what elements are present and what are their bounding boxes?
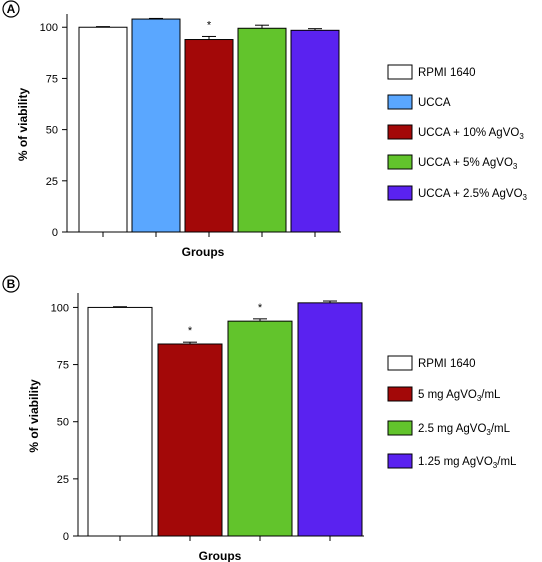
legend-label: 2.5 mg AgVO3/mL (418, 423, 511, 437)
legend-swatch (387, 94, 413, 110)
legend-label: RPMI 1640 (418, 358, 476, 370)
panel-label: A (7, 2, 16, 16)
y-tick-label: 100 (51, 302, 69, 314)
legend-swatch (387, 355, 413, 371)
y-tick-label: 25 (46, 176, 58, 188)
legend-label: 5 mg AgVO3/mL (418, 389, 501, 403)
panel-label-circle (2, 275, 20, 293)
panel-label: B (7, 277, 16, 291)
y-tick-label: 0 (52, 227, 58, 239)
y-tick-label: 50 (46, 125, 58, 137)
legend-swatch (387, 420, 413, 436)
bar (87, 306, 153, 537)
chart-panel-b: B 0 25 50 75 100 % of viability * * Groups RPMI 16… (2, 275, 517, 562)
y-tick-label: 25 (57, 474, 69, 486)
legend-swatch (387, 154, 413, 170)
panel-label-circle (2, 0, 20, 18)
legend-label: UCCA (418, 97, 451, 109)
y-tick-label: 75 (57, 360, 69, 372)
legend-label: UCCA + 2.5% AgVO3 (418, 188, 528, 202)
legend-swatch (387, 124, 413, 140)
y-tick-label: 100 (40, 22, 58, 34)
bar (227, 320, 293, 537)
y-axis-label: % of viability (16, 88, 30, 162)
x-axis-label: Groups (182, 245, 225, 259)
legend-label: RPMI 1640 (418, 67, 476, 79)
legend-label: UCCA + 10% AgVO3 (418, 127, 524, 141)
y-tick-label: 50 (57, 417, 69, 429)
bar (184, 39, 234, 233)
bar (237, 27, 287, 233)
legend-swatch (387, 185, 413, 201)
chart-panel-a: A 0 25 50 75 100 % of viability * Groups RPMI 164… (2, 0, 528, 259)
significance-marker: * (258, 302, 263, 314)
legend-swatch (387, 386, 413, 402)
bar (157, 343, 223, 537)
y-axis-label: % of viability (27, 379, 41, 453)
bar (78, 26, 128, 233)
significance-marker: * (207, 19, 212, 31)
x-axis-label: Groups (199, 549, 242, 562)
legend-swatch (387, 453, 413, 469)
bar (290, 29, 340, 233)
bar (131, 18, 181, 233)
significance-marker: * (188, 325, 193, 337)
bar (297, 302, 363, 537)
y-tick-label: 0 (63, 531, 69, 543)
y-tick-label: 75 (46, 73, 58, 85)
legend-label: 1.25 mg AgVO3/mL (418, 456, 517, 470)
legend-swatch (387, 64, 413, 80)
legend-label: UCCA + 5% AgVO3 (418, 157, 518, 171)
